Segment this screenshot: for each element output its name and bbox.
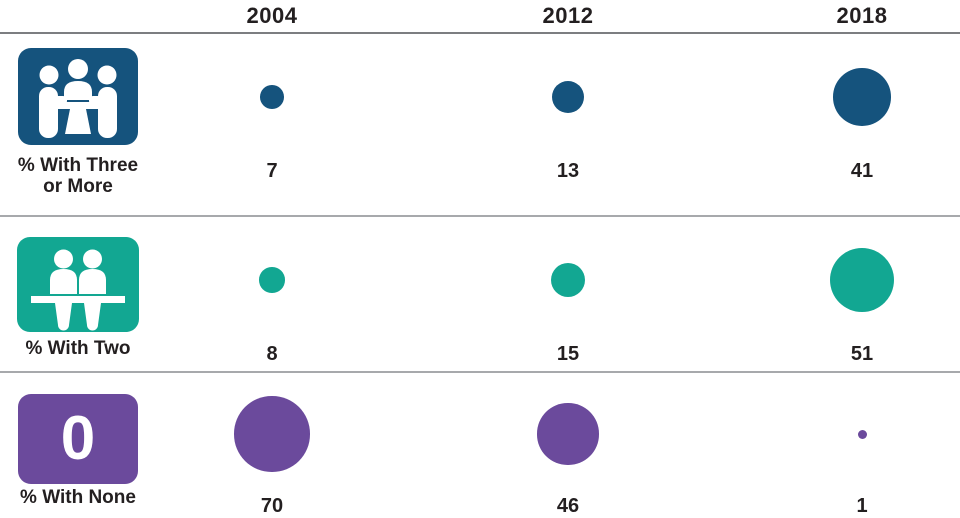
three-people-meeting-icon [18,48,138,145]
year-header-2004: 2004 [246,3,298,28]
cell-two-2012: 15 [372,217,764,371]
bubble-three-2012 [551,80,585,114]
zero-badge-icon: 0 [18,394,138,484]
value-two-2018: 51 [850,343,874,365]
cell-none-2004: 70 [172,373,372,518]
value-none-2004: 70 [260,495,284,517]
row-label-two: % With Two [25,338,131,359]
bubble-none-2004 [234,396,310,472]
value-two-2012: 15 [556,343,580,365]
cell-three-2012: 13 [372,34,764,215]
row-two: % With Two 8 15 51 [0,217,960,373]
row-two-label-cell: % With Two [0,217,172,371]
year-header-row: 2004 2012 2018 [0,0,960,34]
two-people-counter-icon [17,237,139,332]
value-none-2018: 1 [856,495,868,517]
bubble-two-2018 [829,247,895,313]
row-three-or-more: % With Three or More 7 13 41 [0,34,960,217]
value-none-2012: 46 [556,495,580,517]
row-none-label-cell: 0 % With None [0,373,172,518]
bubble-three-2018 [833,68,891,126]
row-label-none: % With None [20,487,136,508]
cell-none-2012: 46 [372,373,764,518]
value-three-2012: 13 [556,160,580,182]
cell-two-2018: 51 [764,217,960,371]
value-two-2004: 8 [266,343,278,365]
cell-three-2018: 41 [764,34,960,215]
cell-none-2018: 1 [764,373,960,518]
header-spacer [0,0,172,32]
row-none: 0 % With None 70 46 1 [0,373,960,517]
bubble-none-2012 [537,403,599,465]
cell-three-2004: 7 [172,34,372,215]
row-label-three-or-more: % With Three or More [17,155,139,198]
row-three-or-more-label-cell: % With Three or More [0,34,172,215]
value-three-2004: 7 [266,160,278,182]
zero-badge-text: 0 [60,404,96,473]
cell-two-2004: 8 [172,217,372,371]
year-header-2012: 2012 [542,3,594,28]
value-three-2018: 41 [850,160,874,182]
bubble-none-2018 [857,429,867,439]
bubble-two-2004 [259,267,285,293]
bubble-two-2012 [550,262,586,298]
year-header-2018: 2018 [836,3,888,28]
bubble-three-2004 [260,85,284,109]
